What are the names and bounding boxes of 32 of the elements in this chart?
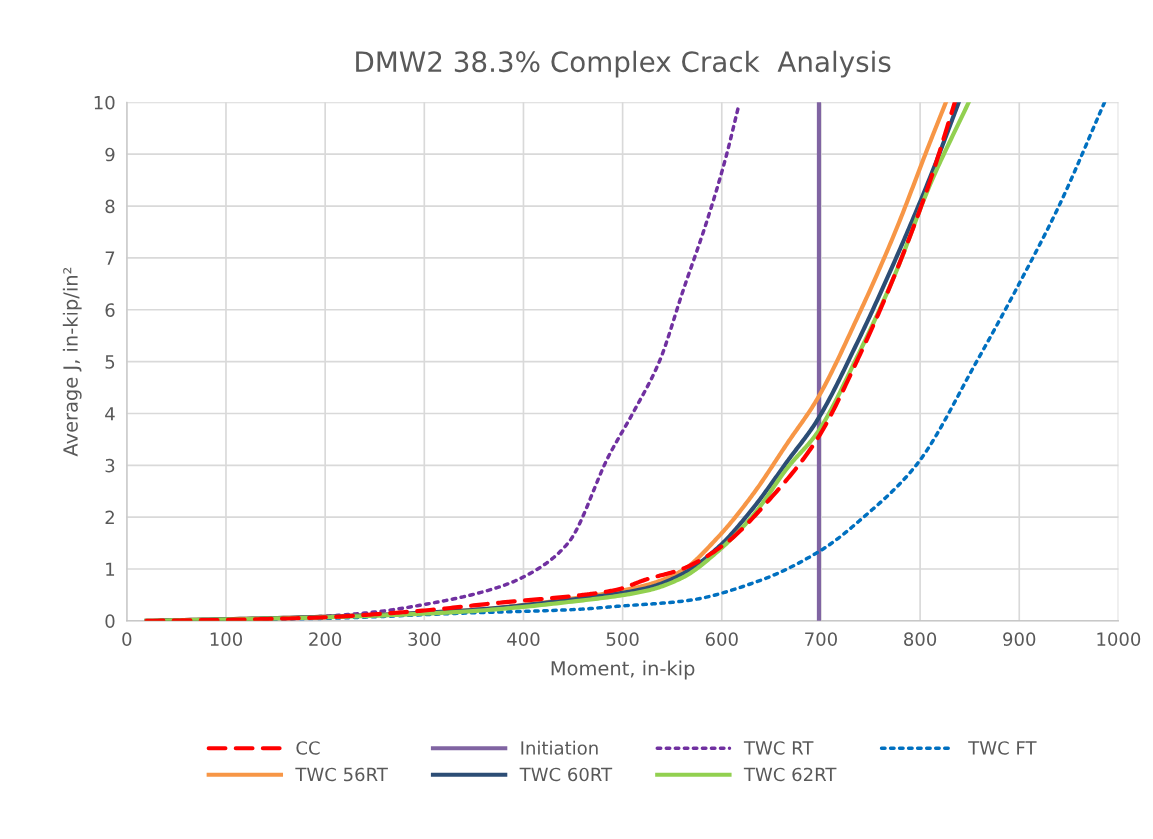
y-tick-label: 9 [105, 147, 115, 162]
y-tick-label: 10 [94, 95, 115, 110]
legend-label: Initiation [521, 740, 598, 755]
y-tick-label: 8 [105, 199, 115, 214]
x-tick-label: 800 [904, 632, 937, 646]
y-tick-label: 2 [105, 510, 114, 525]
x-tick-label: 0 [122, 632, 132, 646]
y-tick-label: 6 [105, 303, 115, 317]
x-tick-label: 100 [210, 632, 243, 646]
y-tick-label: 0 [105, 614, 115, 628]
y-tick-label: 1 [106, 562, 115, 576]
x-tick-label: 400 [507, 632, 540, 646]
x-tick-label: 200 [309, 632, 342, 646]
y-tick-label: 5 [105, 355, 115, 369]
x-tick-label: 900 [1003, 632, 1036, 646]
x-axis-title: Moment, in-kip [551, 660, 695, 680]
y-tick-label: 3 [105, 458, 115, 473]
x-tick-label: 600 [705, 632, 738, 646]
x-tick-label: 1000 [1097, 632, 1141, 646]
y-tick-label: 4 [105, 407, 115, 421]
x-tick-label: 500 [606, 632, 639, 646]
x-tick-label: 300 [408, 632, 441, 646]
legend-label: TWC FT [968, 741, 1037, 755]
y-axis-title: Average J, in-kip/in² [62, 267, 82, 457]
legend-label: TWC 62RT [743, 767, 837, 782]
legend-label: TWC 60RT [519, 767, 613, 782]
x-tick-label: 700 [805, 632, 837, 646]
legend-label: TWC RT [743, 741, 814, 755]
legend-label: CC [296, 741, 320, 755]
chart-title: DMW2 38.3% Complex Crack Analysis [356, 50, 891, 78]
legend-label: TWC 56RT [295, 767, 388, 782]
y-tick-label: 7 [105, 251, 115, 265]
